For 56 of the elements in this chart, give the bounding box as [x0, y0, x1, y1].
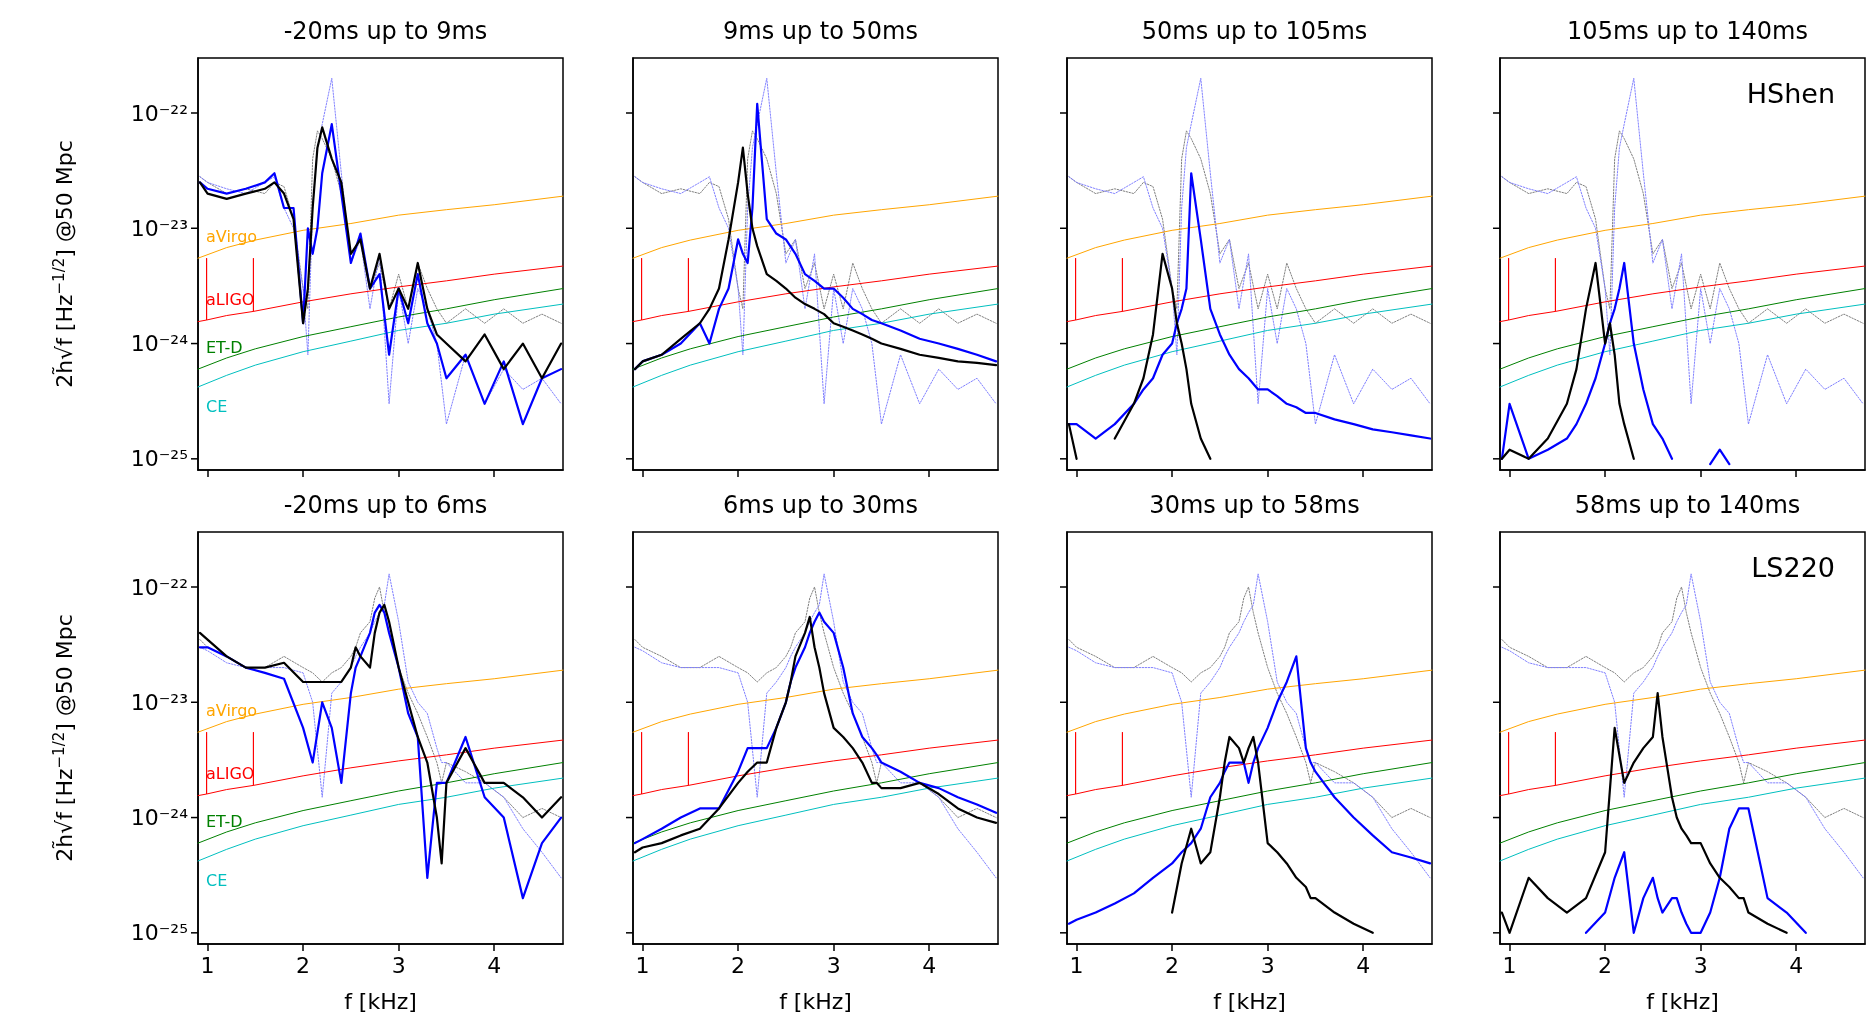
x-tick-label: 3 — [1693, 952, 1708, 978]
chart-title: 9ms up to 50ms — [723, 17, 918, 45]
chart-title: 6ms up to 30ms — [723, 491, 918, 519]
x-tick-label: 4 — [487, 952, 502, 978]
x-tick-label: 3 — [826, 952, 841, 978]
line-series — [197, 669, 564, 733]
line-series — [197, 257, 564, 323]
x-tick-label: 2 — [1598, 952, 1613, 978]
y-tick-label: 10⁻²² — [130, 574, 188, 600]
x-axis-title: f [kHz] — [344, 988, 417, 1014]
y-axis-title: 2h̃√f [Hz−1/2] @50 Mpc — [49, 140, 77, 388]
x-tick-label: 1 — [635, 952, 650, 978]
series-label: CE — [206, 871, 228, 891]
x-tick-label: 3 — [1260, 952, 1275, 978]
x-tick-label: 1 — [200, 952, 215, 978]
y-tick-label: 10⁻²⁵ — [130, 446, 188, 472]
x-tick-label: 4 — [1789, 952, 1804, 978]
chart-title: 30ms up to 58ms — [1149, 491, 1360, 519]
x-tick-label: 1 — [1069, 952, 1084, 978]
x-tick-label: 4 — [922, 952, 937, 978]
line-series — [197, 288, 564, 370]
y-tick-label: 10⁻²⁵ — [130, 920, 188, 946]
series-label: aVirgo — [206, 700, 258, 720]
line-series — [197, 195, 564, 259]
x-tick-label: 2 — [296, 952, 311, 978]
y-tick-label: 10⁻²³ — [130, 689, 188, 715]
x-tick-label: 3 — [391, 952, 406, 978]
series-label: aVirgo — [206, 226, 258, 246]
x-tick-label: 1 — [1502, 952, 1517, 978]
series-label: ET-D — [206, 337, 243, 357]
y-tick-label: 10⁻²² — [130, 100, 188, 126]
x-axis-title: f [kHz] — [779, 988, 852, 1014]
annotation: LS220 — [1751, 552, 1835, 583]
line-series — [197, 777, 564, 862]
annotation: HShen — [1746, 78, 1835, 109]
line-series — [197, 731, 564, 797]
x-axis-title: f [kHz] — [1646, 988, 1719, 1014]
x-axis-title: f [kHz] — [1213, 988, 1286, 1014]
x-tick-label: 2 — [1165, 952, 1180, 978]
chart-title: -20ms up to 6ms — [283, 491, 488, 519]
series-label: CE — [206, 397, 228, 417]
y-tick-label: 10⁻²⁴ — [130, 805, 189, 831]
chart-title: 58ms up to 140ms — [1574, 491, 1801, 519]
line-series — [197, 303, 564, 388]
x-tick-label: 4 — [1356, 952, 1371, 978]
chart-title: 105ms up to 140ms — [1567, 17, 1808, 45]
x-tick-label: 2 — [731, 952, 746, 978]
line-series — [197, 762, 564, 844]
y-tick-label: 10⁻²⁴ — [130, 331, 189, 357]
chart-title: -20ms up to 9ms — [283, 17, 488, 45]
y-tick-label: 10⁻²³ — [130, 215, 188, 241]
series-label: aLIGO — [206, 290, 255, 310]
y-axis-title: 2h̃√f [Hz−1/2] @50 Mpc — [49, 614, 77, 862]
series-label: aLIGO — [206, 764, 255, 784]
series-label: ET-D — [206, 811, 243, 831]
chart-title: 50ms up to 105ms — [1141, 17, 1368, 45]
